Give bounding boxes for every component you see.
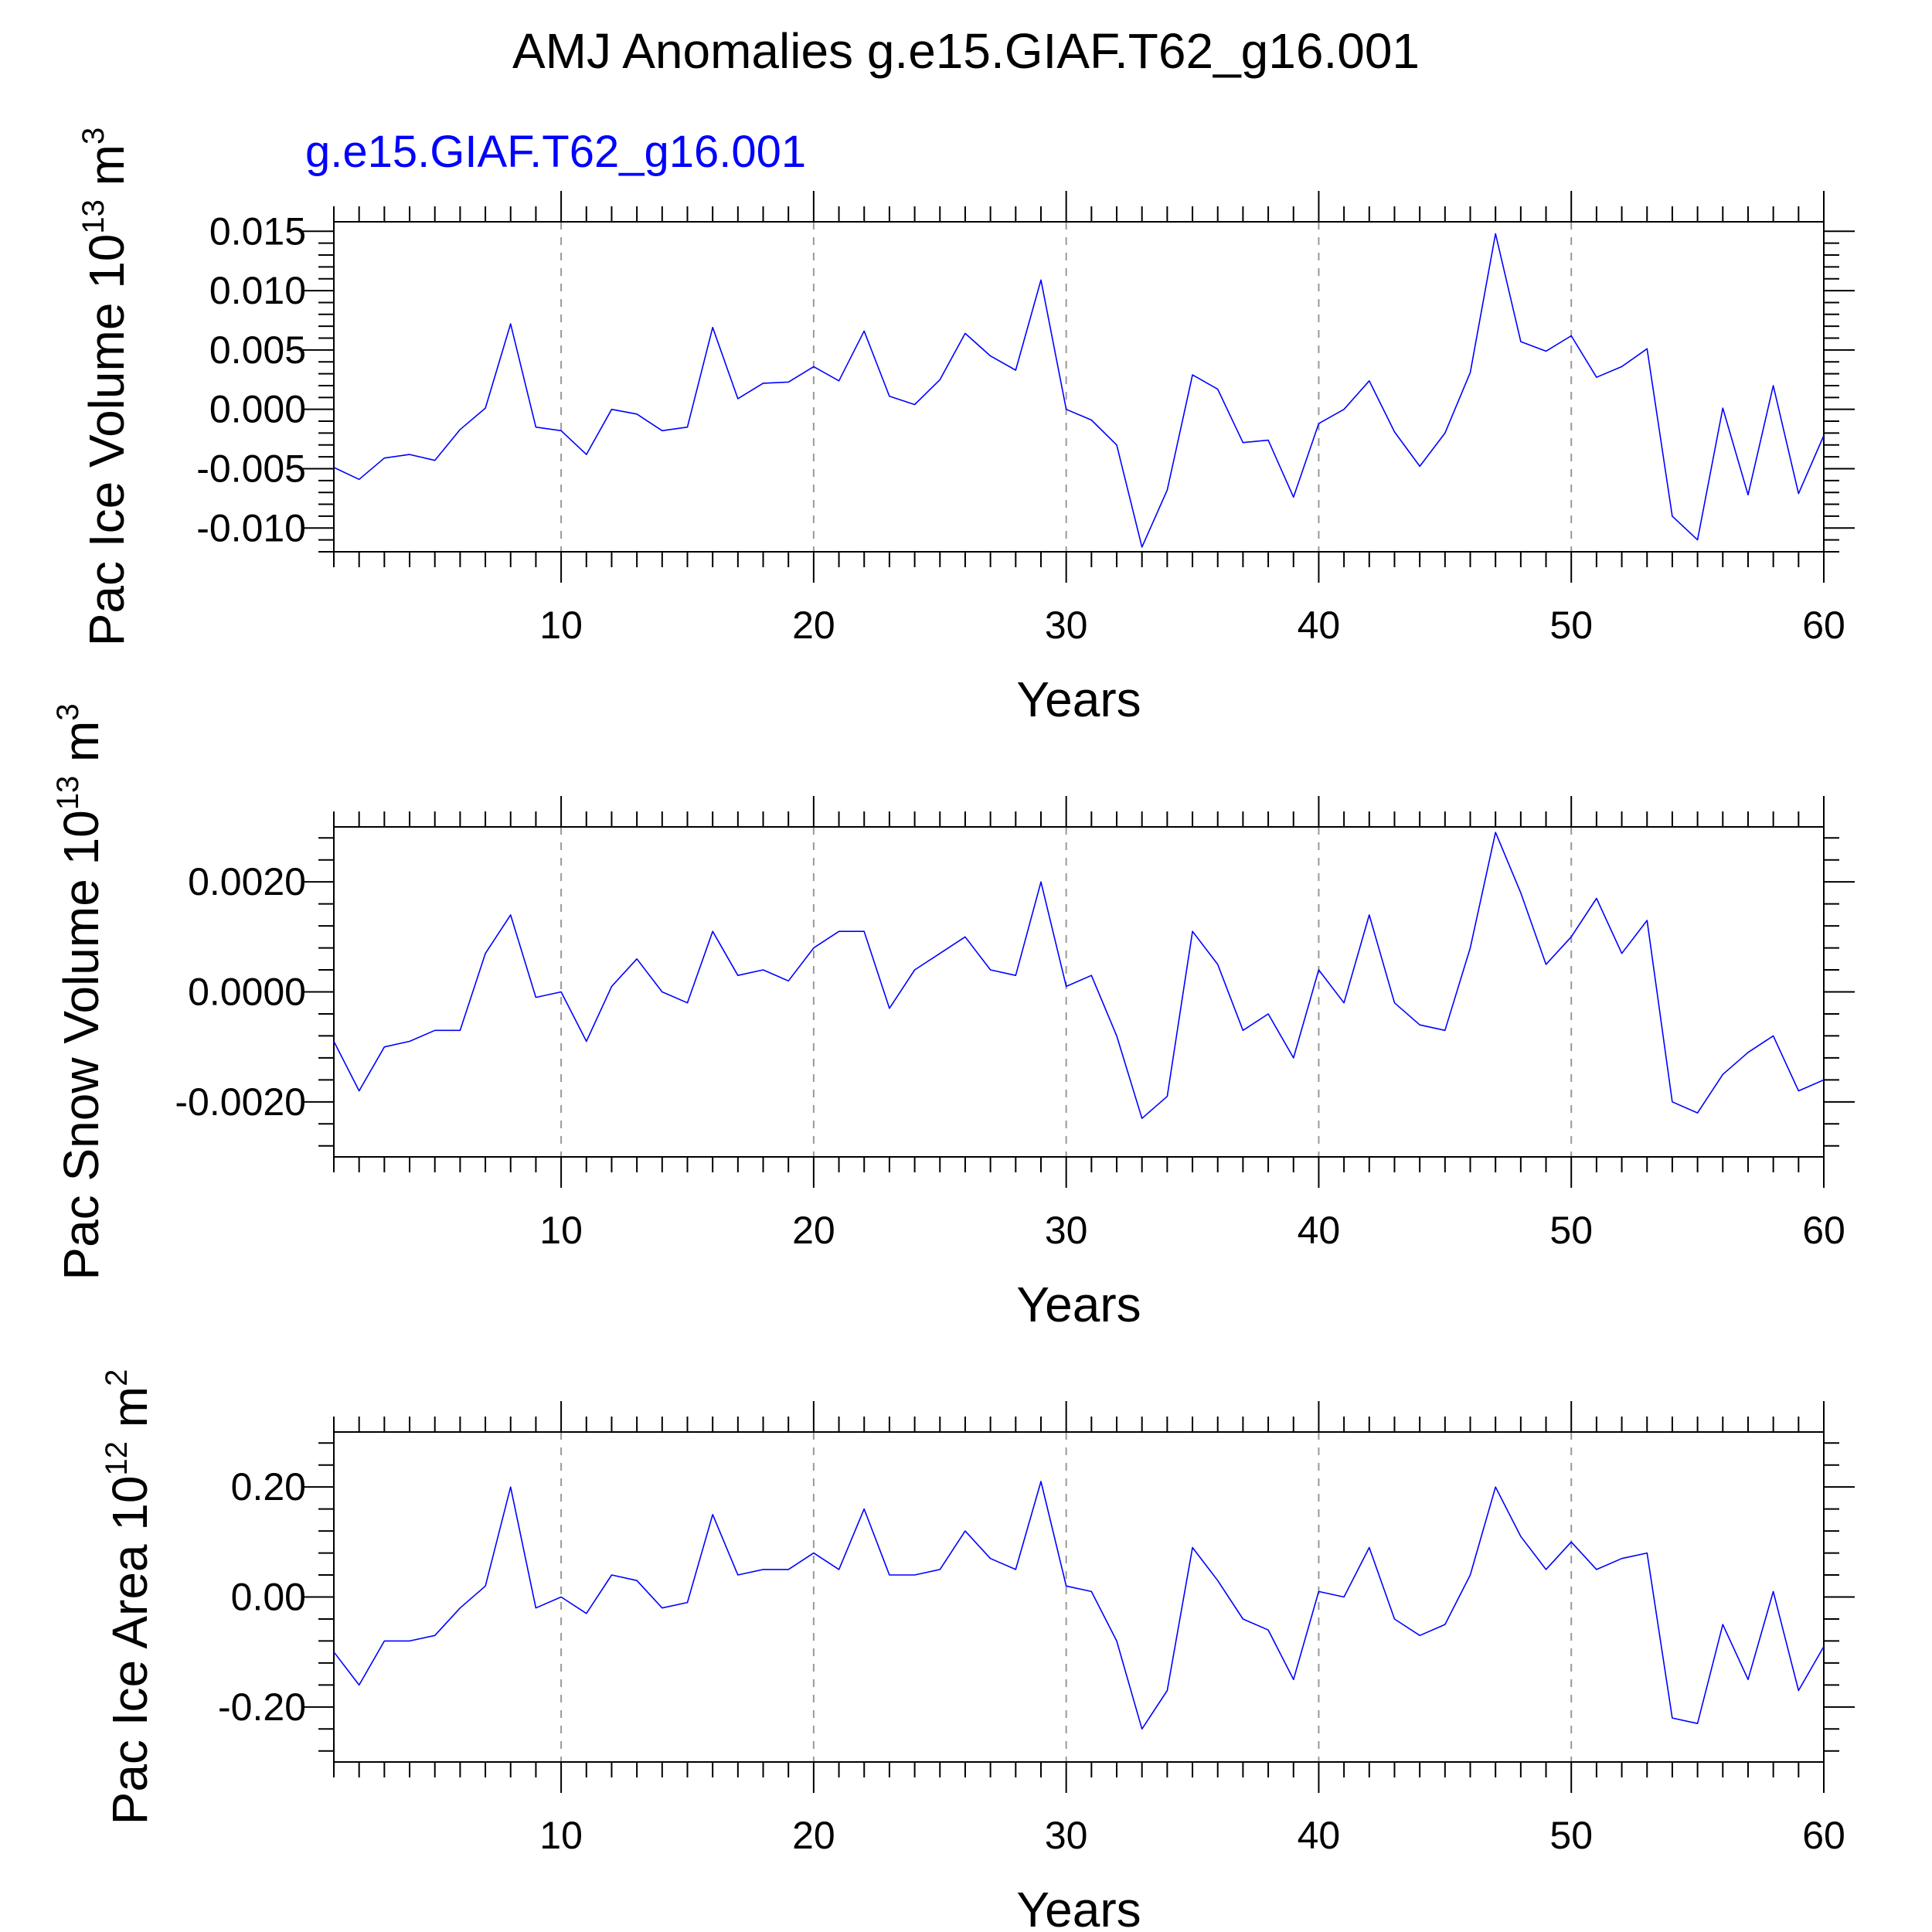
x-tick-label: 10: [539, 604, 583, 647]
x-tick-label: 10: [539, 1209, 583, 1252]
y-tick-label: -0.0020: [175, 1080, 306, 1124]
x-tick-label: 40: [1298, 604, 1341, 647]
y-tick-label: 0.00: [231, 1576, 306, 1619]
x-tick-label: 60: [1802, 1814, 1845, 1857]
y-axis-title: Pac Ice Area 1012 m2: [100, 1369, 158, 1825]
y-tick-label: 0.005: [209, 328, 306, 372]
panel-2: 10 20 30 40 50 60 -0.0020 0.0000 0.0020 Years Pac …: [51, 703, 1855, 1332]
chart-panels: 10 20 30 40 50 60 -0.010 -0.005 0.000 0.005 0.010 0…: [51, 128, 1855, 1932]
x-tick-label: 10: [539, 1814, 583, 1857]
y-tick-label: 0.20: [231, 1465, 306, 1509]
y-tick-label: 0.010: [209, 269, 306, 312]
x-tick-label: 30: [1045, 1814, 1088, 1857]
y-tick-label: 0.0020: [188, 860, 306, 903]
x-tick-label: 50: [1549, 1814, 1593, 1857]
x-tick-label: 60: [1802, 1209, 1845, 1252]
y-tick-label: 0.015: [209, 209, 306, 253]
y-tick-label: 0.0000: [188, 971, 306, 1014]
series-line: [333, 233, 1825, 548]
figure-title: AMJ Anomalies g.e15.GIAF.T62_g16.001: [512, 23, 1420, 79]
x-tick-label: 40: [1298, 1814, 1341, 1857]
y-axis-title: Pac Ice Volume 1013 m3: [77, 128, 134, 647]
x-axis-title: Years: [1016, 1882, 1141, 1932]
x-tick-label: 30: [1045, 604, 1088, 647]
plot-frame: [333, 221, 1825, 553]
x-tick-label: 50: [1549, 1209, 1593, 1252]
x-tick-label: 20: [792, 1814, 835, 1857]
y-tick-label: -0.010: [196, 506, 306, 549]
series-line: [333, 1481, 1825, 1730]
x-tick-label: 20: [792, 604, 835, 647]
y-tick-label: 0.000: [209, 388, 306, 431]
plot-frame: [333, 1431, 1825, 1763]
y-tick-label: -0.20: [218, 1685, 306, 1729]
x-axis-title: Years: [1016, 672, 1141, 727]
y-tick-label: -0.005: [196, 447, 306, 490]
x-axis-title: Years: [1016, 1277, 1141, 1332]
series-line: [333, 832, 1825, 1119]
panel-3: 10 20 30 40 50 60 -0.20 0.00 0.20 Years Pac Ice Ar…: [100, 1369, 1855, 1932]
plot-frame: [333, 826, 1825, 1158]
x-tick-label: 30: [1045, 1209, 1088, 1252]
x-tick-label: 60: [1802, 604, 1845, 647]
y-axis-title: Pac Snow Volume 1013 m3: [51, 703, 109, 1280]
panel-1-subtitle: g.e15.GIAF.T62_g16.001: [305, 127, 806, 177]
x-tick-label: 20: [792, 1209, 835, 1252]
x-tick-label: 40: [1298, 1209, 1341, 1252]
panel-1: 10 20 30 40 50 60 -0.010 -0.005 0.000 0.005 0.010 0…: [77, 128, 1855, 727]
x-tick-label: 50: [1549, 604, 1593, 647]
